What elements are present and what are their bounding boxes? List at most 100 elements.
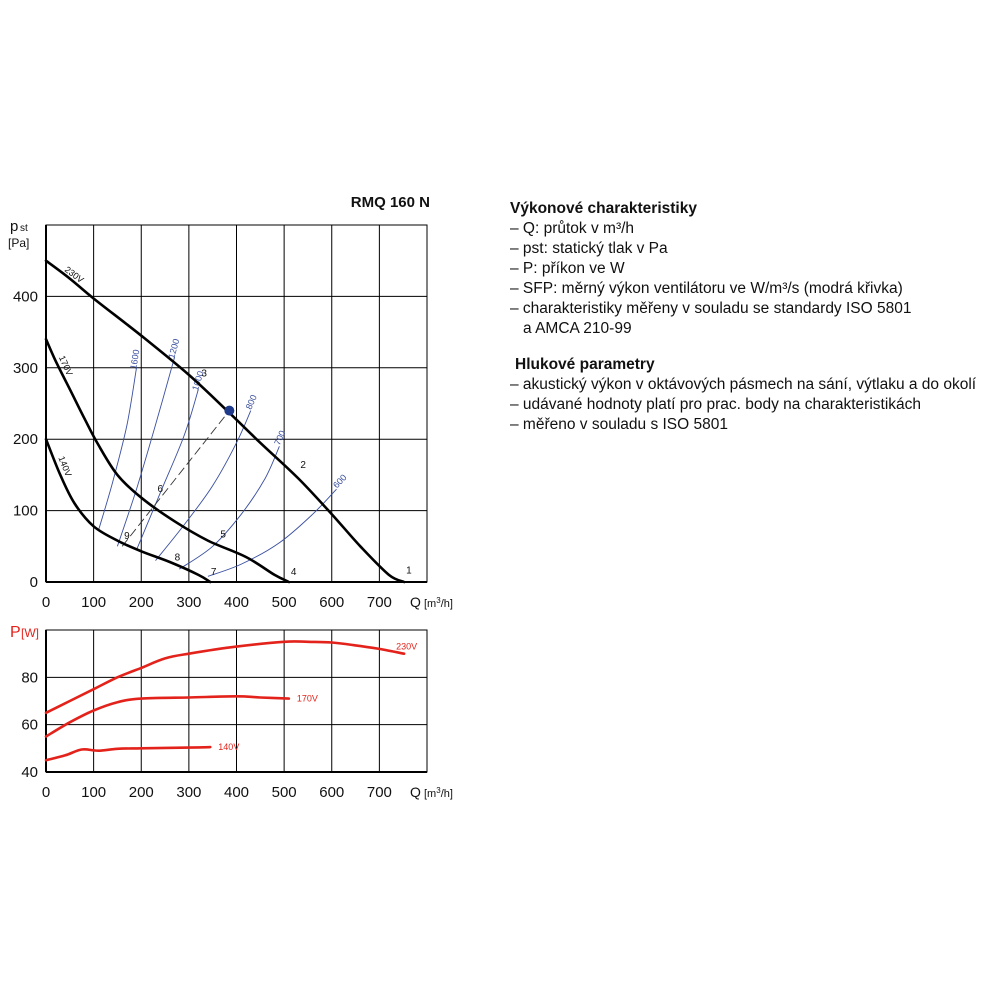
x-tick-label: 500 xyxy=(272,594,297,611)
power-curve-label: 140V xyxy=(218,742,239,752)
sfp-line-label: 1600 xyxy=(128,349,141,370)
system-line xyxy=(121,410,230,547)
sfp-line-label: 600 xyxy=(331,472,349,490)
y-tick-label: 400 xyxy=(13,288,38,305)
sfp-line-1200 xyxy=(116,356,176,547)
point-label: 9 xyxy=(124,531,130,542)
power-x-label-q: Q xyxy=(410,784,421,800)
point-label: 1 xyxy=(406,565,412,576)
y-tick-label: 100 xyxy=(13,503,38,520)
performance-item: – charakteristiky měřeny v souladu se st… xyxy=(510,300,912,317)
pressure-y-label-main: p xyxy=(10,218,18,235)
power-x-unit-sup: 3 xyxy=(436,786,441,795)
pressure-y-ticks: 0 100 200 300 400 xyxy=(13,288,38,591)
power-x-ticks: 0 100 200 300 400 500 600 700 xyxy=(42,784,392,801)
noise-heading: Hlukové parametry xyxy=(515,356,655,373)
x-tick-label: 300 xyxy=(176,594,201,611)
power-curve-170V xyxy=(44,694,291,738)
pressure-x-ticks: 0 100 200 300 400 500 600 700 xyxy=(42,594,392,611)
x-tick-label: 500 xyxy=(272,784,297,801)
power-grid xyxy=(45,629,428,773)
x-tick-label: 200 xyxy=(129,594,154,611)
x-tick-label: 300 xyxy=(176,784,201,801)
x-tick-label: 700 xyxy=(367,594,392,611)
pressure-y-label: p st [Pa] xyxy=(8,218,29,250)
y-tick-label: 200 xyxy=(13,431,38,448)
pressure-x-unit-a: [m xyxy=(424,598,436,610)
pressure-point-labels: 1 2 3 4 5 6 7 8 9 xyxy=(124,368,412,577)
pressure-y-label-sub: st xyxy=(20,223,28,234)
sfp-line-800 xyxy=(155,410,252,561)
power-curve-label: 170V xyxy=(297,694,318,704)
system-curve xyxy=(121,410,230,547)
x-tick-label: 0 xyxy=(42,594,50,611)
noise-item: – akustický výkon v oktávových pásmech n… xyxy=(510,376,977,393)
point-label: 8 xyxy=(175,553,181,564)
x-tick-label: 0 xyxy=(42,784,50,801)
performance-item: – SFP: měrný výkon ventilátoru ve W/m³/s… xyxy=(510,280,903,297)
power-y-label-main: P xyxy=(10,624,21,641)
x-tick-label: 400 xyxy=(224,784,249,801)
point-label: 5 xyxy=(220,530,226,541)
noise-item: – měřeno v souladu s ISO 5801 xyxy=(510,416,728,433)
pressure-curve-170V xyxy=(44,337,291,584)
y-tick-label: 40 xyxy=(21,764,38,781)
power-curve-label: 230V xyxy=(396,642,417,652)
y-tick-label: 80 xyxy=(21,669,38,686)
performance-heading: Výkonové charakteristiky xyxy=(510,200,697,217)
pressure-grid xyxy=(45,224,428,583)
point-label: 6 xyxy=(158,484,164,495)
power-curves: 230V 170V 140V xyxy=(44,640,417,762)
sfp-line-label: 700 xyxy=(272,429,287,447)
pressure-curve-230V xyxy=(44,259,406,584)
sfp-line-1600 xyxy=(97,367,137,531)
pressure-curve-140V xyxy=(44,437,212,584)
point-label: 7 xyxy=(211,567,217,578)
x-tick-label: 100 xyxy=(81,784,106,801)
performance-item: – Q: průtok v m³/h xyxy=(510,220,635,237)
operating-point xyxy=(224,405,235,416)
pressure-x-unit-sup: 3 xyxy=(436,596,441,605)
power-y-unit: [W] xyxy=(21,626,39,640)
x-tick-label: 700 xyxy=(367,784,392,801)
performance-item-continued: a AMCA 210-99 xyxy=(523,320,632,337)
performance-item: – P: příkon ve W xyxy=(510,260,625,277)
point-label: 4 xyxy=(291,567,297,578)
x-tick-label: 400 xyxy=(224,594,249,611)
power-x-label: Q [m3/h] xyxy=(410,784,453,800)
x-tick-label: 200 xyxy=(129,784,154,801)
y-tick-label: 300 xyxy=(13,360,38,377)
pressure-x-label: Q [m3/h] xyxy=(410,594,453,610)
sfp-line-700 xyxy=(179,446,280,570)
curve-voltage-label: 170V xyxy=(57,354,75,377)
x-tick-label: 600 xyxy=(319,784,344,801)
point-label: 3 xyxy=(201,368,207,379)
sfp-line-label: 800 xyxy=(244,393,259,411)
power-curve-140V xyxy=(44,745,212,762)
x-tick-label: 600 xyxy=(319,594,344,611)
power-chart: P [W] 40 60 80 0 100 200 300 400 500 600 700 230V… xyxy=(10,624,453,801)
performance-description: Výkonové charakteristiky – Q: průtok v m… xyxy=(510,199,911,339)
power-x-unit-a: [m xyxy=(424,788,436,800)
pressure-x-label-q: Q xyxy=(410,594,421,610)
power-x-unit: [m3/h] xyxy=(424,786,453,800)
power-y-label: P [W] xyxy=(10,624,39,641)
noise-item: – udávané hodnoty platí pro prac. body n… xyxy=(510,396,922,413)
power-curve-230V xyxy=(44,640,406,715)
sfp-line-1000 xyxy=(136,389,199,551)
pressure-x-unit: [m3/h] xyxy=(424,596,453,610)
power-x-unit-b: /h] xyxy=(441,788,453,800)
performance-item: – pst: statický tlak v Pa xyxy=(510,240,668,257)
point-label: 2 xyxy=(300,460,306,471)
y-tick-label: 60 xyxy=(21,717,38,734)
chart-title: RMQ 160 N xyxy=(351,194,430,211)
x-tick-label: 100 xyxy=(81,594,106,611)
pressure-y-unit: [Pa] xyxy=(8,236,29,250)
power-y-ticks: 40 60 80 xyxy=(21,669,38,781)
noise-description: Hlukové parametry – akustický výkon v ok… xyxy=(510,355,976,435)
pressure-x-unit-b: /h] xyxy=(441,598,453,610)
y-tick-label: 0 xyxy=(30,574,38,591)
sfp-line-600 xyxy=(207,488,337,577)
